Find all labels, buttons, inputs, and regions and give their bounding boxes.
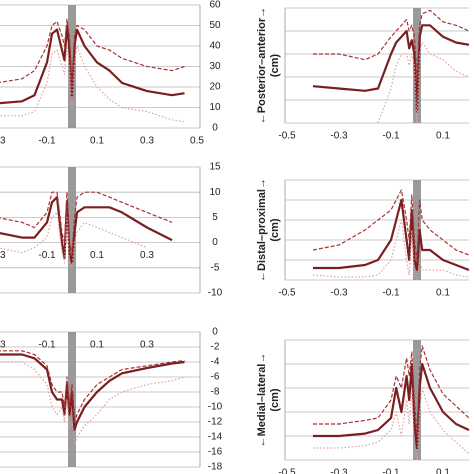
x-tick-label: -0.1 bbox=[382, 288, 400, 299]
x-tick-label: -0.3 bbox=[0, 136, 6, 147]
y-tick-label: -2 bbox=[211, 342, 220, 353]
x-tick-label: -0.1 bbox=[38, 136, 56, 147]
y-tick-label: 10 bbox=[209, 102, 221, 113]
event-band bbox=[68, 167, 76, 293]
x-tick-label: 0.1 bbox=[90, 340, 104, 351]
x-tick-label: 0.1 bbox=[436, 288, 450, 299]
y-tick-label: 40 bbox=[209, 41, 221, 52]
y-tick-label: 0 bbox=[212, 237, 218, 248]
x-tick-label: -0.5 bbox=[278, 468, 296, 474]
series-line bbox=[313, 9, 470, 78]
y-tick-label: -18 bbox=[208, 462, 223, 473]
y-tick-label: -8 bbox=[211, 387, 220, 398]
y-tick-label: -6 bbox=[211, 372, 220, 383]
y-tick-label: 50 bbox=[209, 20, 221, 31]
y-tick-label: -14 bbox=[208, 432, 223, 443]
x-tick-label: 0.1 bbox=[90, 250, 104, 261]
x-tick-label: -0.3 bbox=[0, 250, 6, 261]
y-tick-label: -5 bbox=[211, 262, 220, 273]
x-tick-label: -0.1 bbox=[382, 468, 400, 474]
x-tick-label: -0.1 bbox=[38, 250, 56, 261]
y-axis-label: ←Medial–lateral→ bbox=[256, 353, 268, 448]
y-tick-label: 60 bbox=[209, 0, 221, 11]
y-axis-label: ←Distal–proximal→ bbox=[256, 178, 268, 282]
x-tick-label: 0.3 bbox=[140, 136, 154, 147]
x-tick-label: 0.1 bbox=[436, 468, 450, 474]
y-tick-label: -10 bbox=[208, 402, 223, 413]
x-tick-label: 0.3 bbox=[140, 250, 154, 261]
y-tick-label: 0 bbox=[212, 327, 218, 338]
y-axis-label: ←Posterior–anterior→ bbox=[256, 7, 268, 124]
event-band bbox=[413, 340, 421, 460]
series-line bbox=[313, 345, 470, 437]
x-tick-label: -0.1 bbox=[382, 131, 400, 142]
series-line bbox=[312, 189, 470, 261]
y-tick-label: 30 bbox=[209, 61, 221, 72]
y-tick-label: -4 bbox=[211, 357, 220, 368]
series-line bbox=[0, 24, 185, 105]
series-line bbox=[313, 387, 470, 461]
x-tick-label: 0.1 bbox=[436, 131, 450, 142]
x-tick-label: -0.3 bbox=[330, 468, 348, 474]
x-tick-label: -0.3 bbox=[330, 288, 348, 299]
y-tick-label: -16 bbox=[208, 447, 223, 458]
event-band bbox=[68, 5, 76, 128]
series-line bbox=[0, 350, 185, 423]
x-tick-label: 0.5 bbox=[190, 136, 204, 147]
series-line bbox=[0, 45, 185, 123]
y-tick-label: -12 bbox=[208, 417, 223, 428]
series-line bbox=[312, 219, 470, 281]
x-tick-label: 0.1 bbox=[90, 136, 104, 147]
series-line bbox=[0, 191, 173, 254]
series-line bbox=[0, 353, 185, 431]
y-axis-label: (cm) bbox=[269, 218, 281, 242]
series-line bbox=[313, 362, 470, 450]
x-tick-label: -0.5 bbox=[278, 131, 296, 142]
series-line bbox=[0, 18, 185, 88]
series-line bbox=[312, 24, 470, 113]
y-tick-label: 5 bbox=[212, 212, 218, 223]
y-tick-label: 10 bbox=[209, 187, 221, 198]
y-tick-label: 15 bbox=[209, 162, 221, 173]
series-line bbox=[0, 361, 185, 446]
x-tick-label: -0.5 bbox=[278, 288, 296, 299]
event-band bbox=[413, 180, 421, 280]
y-axis-label: (cm) bbox=[269, 54, 281, 78]
y-axis-label: (cm) bbox=[269, 388, 281, 412]
x-tick-label: 0.3 bbox=[140, 340, 154, 351]
x-tick-label: -0.3 bbox=[330, 131, 348, 142]
y-tick-label: 0 bbox=[212, 123, 218, 134]
x-tick-label: -0.1 bbox=[38, 340, 56, 351]
series-line bbox=[0, 211, 148, 269]
y-tick-label: 20 bbox=[209, 82, 221, 93]
y-tick-label: -10 bbox=[208, 288, 223, 299]
series-line bbox=[313, 198, 470, 272]
x-tick-label: -0.3 bbox=[0, 340, 6, 351]
